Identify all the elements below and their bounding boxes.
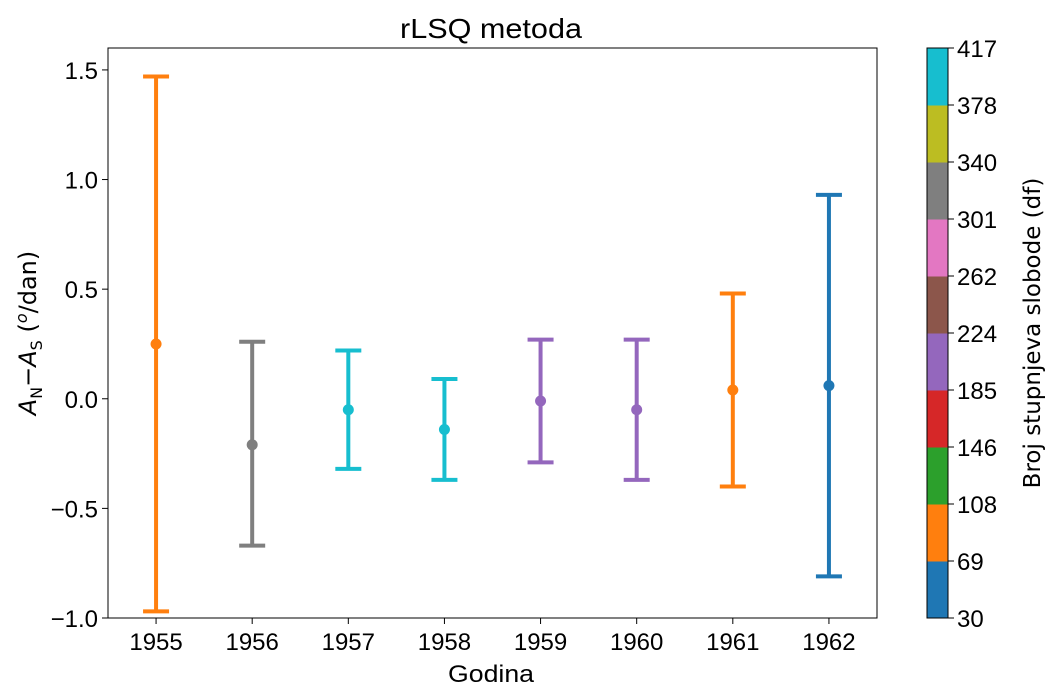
data-point bbox=[438, 423, 450, 435]
colorbar-label: Broj stupnjeva slobode (df) bbox=[1020, 178, 1046, 489]
colorbar-segment bbox=[927, 105, 948, 163]
colorbar-segment bbox=[927, 48, 948, 106]
colorbar-tick-label: 417 bbox=[957, 36, 997, 63]
x-tick-label: 1961 bbox=[706, 629, 759, 656]
data-point bbox=[246, 439, 258, 451]
colorbar-tick-label: 146 bbox=[957, 435, 997, 462]
x-tick-label: 1956 bbox=[225, 629, 278, 656]
colorbar-tick-label: 108 bbox=[957, 492, 997, 519]
y-tick-label: 1.5 bbox=[65, 58, 98, 85]
x-tick-label: 1959 bbox=[514, 629, 567, 656]
y-tick-label: 0.0 bbox=[65, 387, 98, 414]
y-tick-label: 0.5 bbox=[65, 277, 98, 304]
x-tick-label: 1957 bbox=[322, 629, 375, 656]
y-axis-ticks: −1.0 −0.5 0.0 0.5 1.0 1.5 bbox=[51, 58, 108, 633]
data-point bbox=[535, 395, 547, 407]
colorbar-tick-label: 301 bbox=[957, 207, 997, 234]
x-axis-ticks: 1955 1956 1957 1958 1959 1960 1961 1962 bbox=[129, 618, 856, 656]
chart-title: rLSQ metoda bbox=[400, 13, 582, 44]
y-label-unit-sup: o bbox=[12, 313, 31, 323]
y-label-a2: A bbox=[14, 350, 42, 368]
x-tick-label: 1955 bbox=[129, 629, 182, 656]
error-bars bbox=[143, 74, 842, 614]
data-point bbox=[727, 384, 739, 396]
y-label-unit-rest: /dan) bbox=[14, 251, 42, 314]
y-tick-label: −0.5 bbox=[51, 496, 98, 523]
x-tick-label: 1962 bbox=[802, 629, 855, 656]
colorbar-tick-label: 185 bbox=[957, 378, 997, 405]
x-tick-label: 1958 bbox=[418, 629, 471, 656]
colorbar-tick-label: 30 bbox=[957, 606, 984, 633]
colorbar-segment bbox=[927, 333, 948, 391]
data-point bbox=[823, 380, 835, 392]
colorbar-tick-label: 378 bbox=[957, 93, 997, 120]
colorbar-segment bbox=[927, 162, 948, 220]
colorbar-tick-label: 340 bbox=[957, 150, 997, 177]
colorbar-tick-label: 69 bbox=[957, 549, 984, 576]
data-point bbox=[631, 404, 643, 416]
colorbar-tick-label: 224 bbox=[957, 321, 997, 348]
y-label-sub-n: N bbox=[27, 387, 46, 399]
colorbar-segment bbox=[927, 219, 948, 277]
colorbar-segment bbox=[927, 561, 948, 619]
y-axis-label: AN−AS (o/dan) bbox=[12, 251, 46, 417]
x-tick-label: 1960 bbox=[610, 629, 663, 656]
y-label-unit-open: ( bbox=[14, 323, 42, 340]
colorbar-segment bbox=[927, 447, 948, 505]
colorbar-ticks: 30 69 108 146 185 224 262 301 340 378 417 bbox=[948, 36, 997, 633]
y-tick-label: −1.0 bbox=[51, 606, 98, 633]
plot-background bbox=[108, 48, 877, 618]
y-tick-label: 1.0 bbox=[65, 168, 98, 195]
colorbar-segment bbox=[927, 390, 948, 448]
colorbar-segment bbox=[927, 276, 948, 334]
colorbar-tick-label: 262 bbox=[957, 264, 997, 291]
colorbar-segment bbox=[927, 504, 948, 562]
x-axis-label: Godina bbox=[448, 661, 535, 686]
colorbar bbox=[926, 47, 949, 619]
data-point bbox=[150, 338, 162, 350]
y-label-a: A bbox=[14, 399, 42, 417]
y-label-sub-s: S bbox=[27, 340, 46, 350]
data-point bbox=[342, 404, 354, 416]
plot-frame bbox=[107, 47, 878, 619]
y-label-minus: − bbox=[14, 367, 42, 387]
plot-area bbox=[107, 47, 878, 619]
